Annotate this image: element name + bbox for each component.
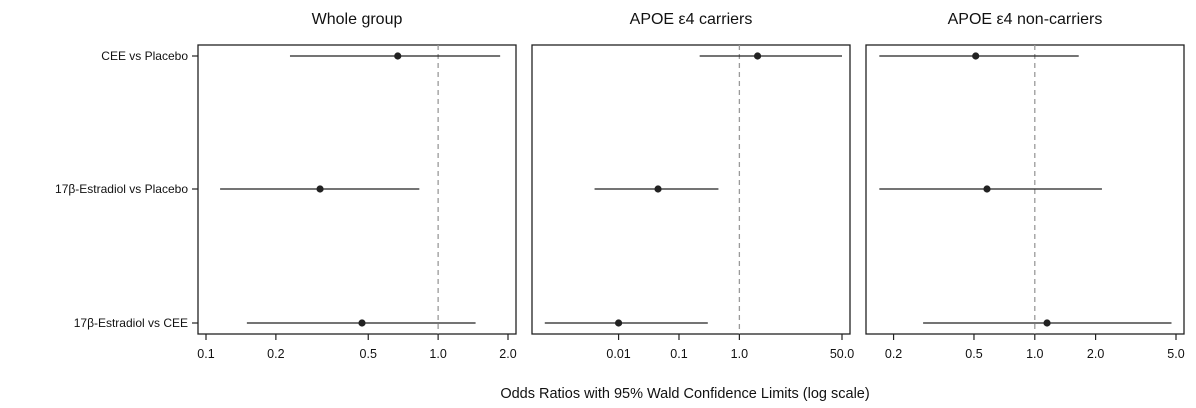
point-estimate	[614, 319, 623, 327]
x-tick-label: 0.2	[267, 347, 284, 361]
x-tick-label: 2.0	[499, 347, 516, 361]
panel-title: APOE ε4 non-carriers	[948, 11, 1103, 28]
point-estimate	[753, 52, 762, 60]
panels-group: Whole group 0.1 0.2 0.5 1.0 2.0 CEE vs Placebo…	[55, 11, 1185, 361]
category-label: 17β-Estradiol vs CEE	[74, 316, 188, 330]
category-label: 17β-Estradiol vs Placebo	[55, 182, 188, 196]
x-tick-label: 50.0	[830, 347, 854, 361]
point-estimate	[394, 52, 402, 60]
category-label: CEE vs Placebo	[101, 49, 188, 63]
point-estimate	[316, 185, 324, 193]
point-estimate	[358, 319, 366, 327]
panel-1: Whole group 0.1 0.2 0.5 1.0 2.0 CEE vs Placebo…	[55, 11, 517, 361]
point-estimate	[654, 185, 662, 193]
x-tick-label: 0.5	[965, 347, 982, 361]
x-tick-label: 1.0	[731, 347, 748, 361]
x-tick-label: 0.2	[885, 347, 902, 361]
x-tick-label: 0.5	[360, 347, 377, 361]
panel-2: APOE ε4 carriers 0.01 0.1 1.0 50.0	[531, 11, 854, 361]
point-estimate	[983, 185, 991, 193]
x-tick-label: 0.01	[606, 347, 630, 361]
panel-title: Whole group	[312, 11, 403, 28]
x-tick-label: 2.0	[1087, 347, 1104, 361]
x-axis-label: Odds Ratios with 95% Wald Confidence Lim…	[500, 386, 869, 402]
panel-frame	[531, 44, 851, 335]
panel-3: APOE ε4 non-carriers 0.2 0.5 1.0 2.0 5.0	[865, 11, 1185, 361]
panel-title: APOE ε4 carriers	[630, 11, 753, 28]
x-tick-label: 1.0	[429, 347, 446, 361]
x-tick-label: 5.0	[1167, 347, 1184, 361]
point-estimate	[1043, 319, 1051, 327]
x-tick-label: 0.1	[197, 347, 214, 361]
panel-frame	[865, 44, 1185, 335]
x-tick-label: 1.0	[1026, 347, 1043, 361]
x-tick-label: 0.1	[670, 347, 687, 361]
point-estimate	[972, 52, 980, 60]
